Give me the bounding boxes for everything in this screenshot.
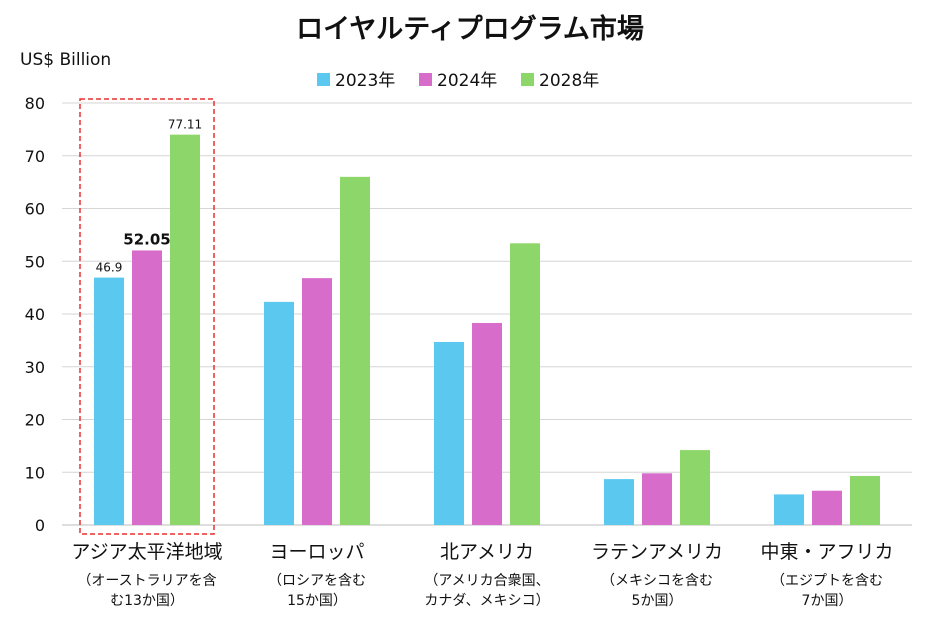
legend: 2023年 2024年 2028年 — [317, 71, 599, 91]
data-label: 52.05 — [123, 230, 170, 248]
y-tick-label: 10 — [25, 463, 45, 482]
legend-label: 2023年 — [335, 71, 395, 91]
y-tick-label: 30 — [25, 358, 45, 377]
bar — [680, 450, 710, 525]
y-axis-label: US$ Billion — [20, 50, 111, 70]
legend-swatch — [317, 73, 330, 86]
bar — [850, 475, 880, 525]
bar — [434, 341, 464, 525]
grid — [62, 102, 912, 526]
bar — [170, 134, 200, 525]
bar — [340, 176, 370, 525]
x-axis-note: （メキシコを含む — [601, 573, 713, 589]
legend-label: 2028年 — [539, 71, 599, 91]
data-label: 77.11 — [168, 118, 202, 132]
bar — [94, 277, 124, 525]
x-axis-note: 5か国） — [632, 593, 683, 609]
x-axis-note: 15か国） — [287, 593, 347, 609]
y-tick-label: 80 — [25, 94, 45, 113]
x-axis-note: む13か国） — [110, 593, 184, 609]
y-tick-label: 70 — [25, 147, 45, 166]
bars — [94, 134, 880, 525]
x-axis-note: （ロシアを含む — [268, 573, 366, 589]
bar — [302, 278, 332, 525]
y-tick-label: 40 — [25, 305, 45, 324]
legend-swatch — [419, 73, 432, 86]
y-tick-label: 0 — [35, 516, 45, 535]
bar — [132, 250, 162, 525]
x-axis-label: ヨーロッパ — [269, 541, 364, 563]
legend-label: 2024年 — [437, 71, 497, 91]
x-axis-label: 中東・アフリカ — [760, 541, 893, 563]
y-tick-label: 50 — [25, 252, 45, 271]
highlight-box — [79, 98, 215, 535]
bar — [604, 479, 634, 525]
x-axis-label: 北アメリカ — [440, 541, 534, 563]
x-axis-label: アジア太平洋地域 — [71, 541, 222, 563]
x-axis-note: （アメリカ合衆国、 — [424, 573, 549, 589]
data-labels: 46.952.05 77.11 — [96, 118, 203, 275]
x-axis-note: （オーストラリアを含 — [77, 573, 216, 589]
bar — [510, 243, 540, 525]
y-tick-labels: 0 10 20 30 40 50 60 70 80 — [25, 94, 45, 535]
chart-title: ロイヤルティプログラム市場 — [296, 13, 644, 45]
legend-swatch — [521, 73, 534, 86]
bar — [774, 494, 804, 525]
y-tick-label: 60 — [25, 200, 45, 219]
x-axis-note: カナダ、メキシコ） — [424, 593, 549, 609]
data-label: 46.9 — [96, 261, 123, 275]
x-axis-note: 7か国） — [802, 593, 853, 609]
bar — [472, 322, 502, 525]
bar — [264, 301, 294, 525]
bar — [642, 473, 672, 525]
x-axis-note: （エジプトを含む — [771, 573, 883, 589]
x-axis-label: ラテンアメリカ — [591, 541, 723, 563]
bar — [812, 490, 842, 525]
y-tick-label: 20 — [25, 411, 45, 430]
highlight-dashed-box — [79, 98, 215, 535]
